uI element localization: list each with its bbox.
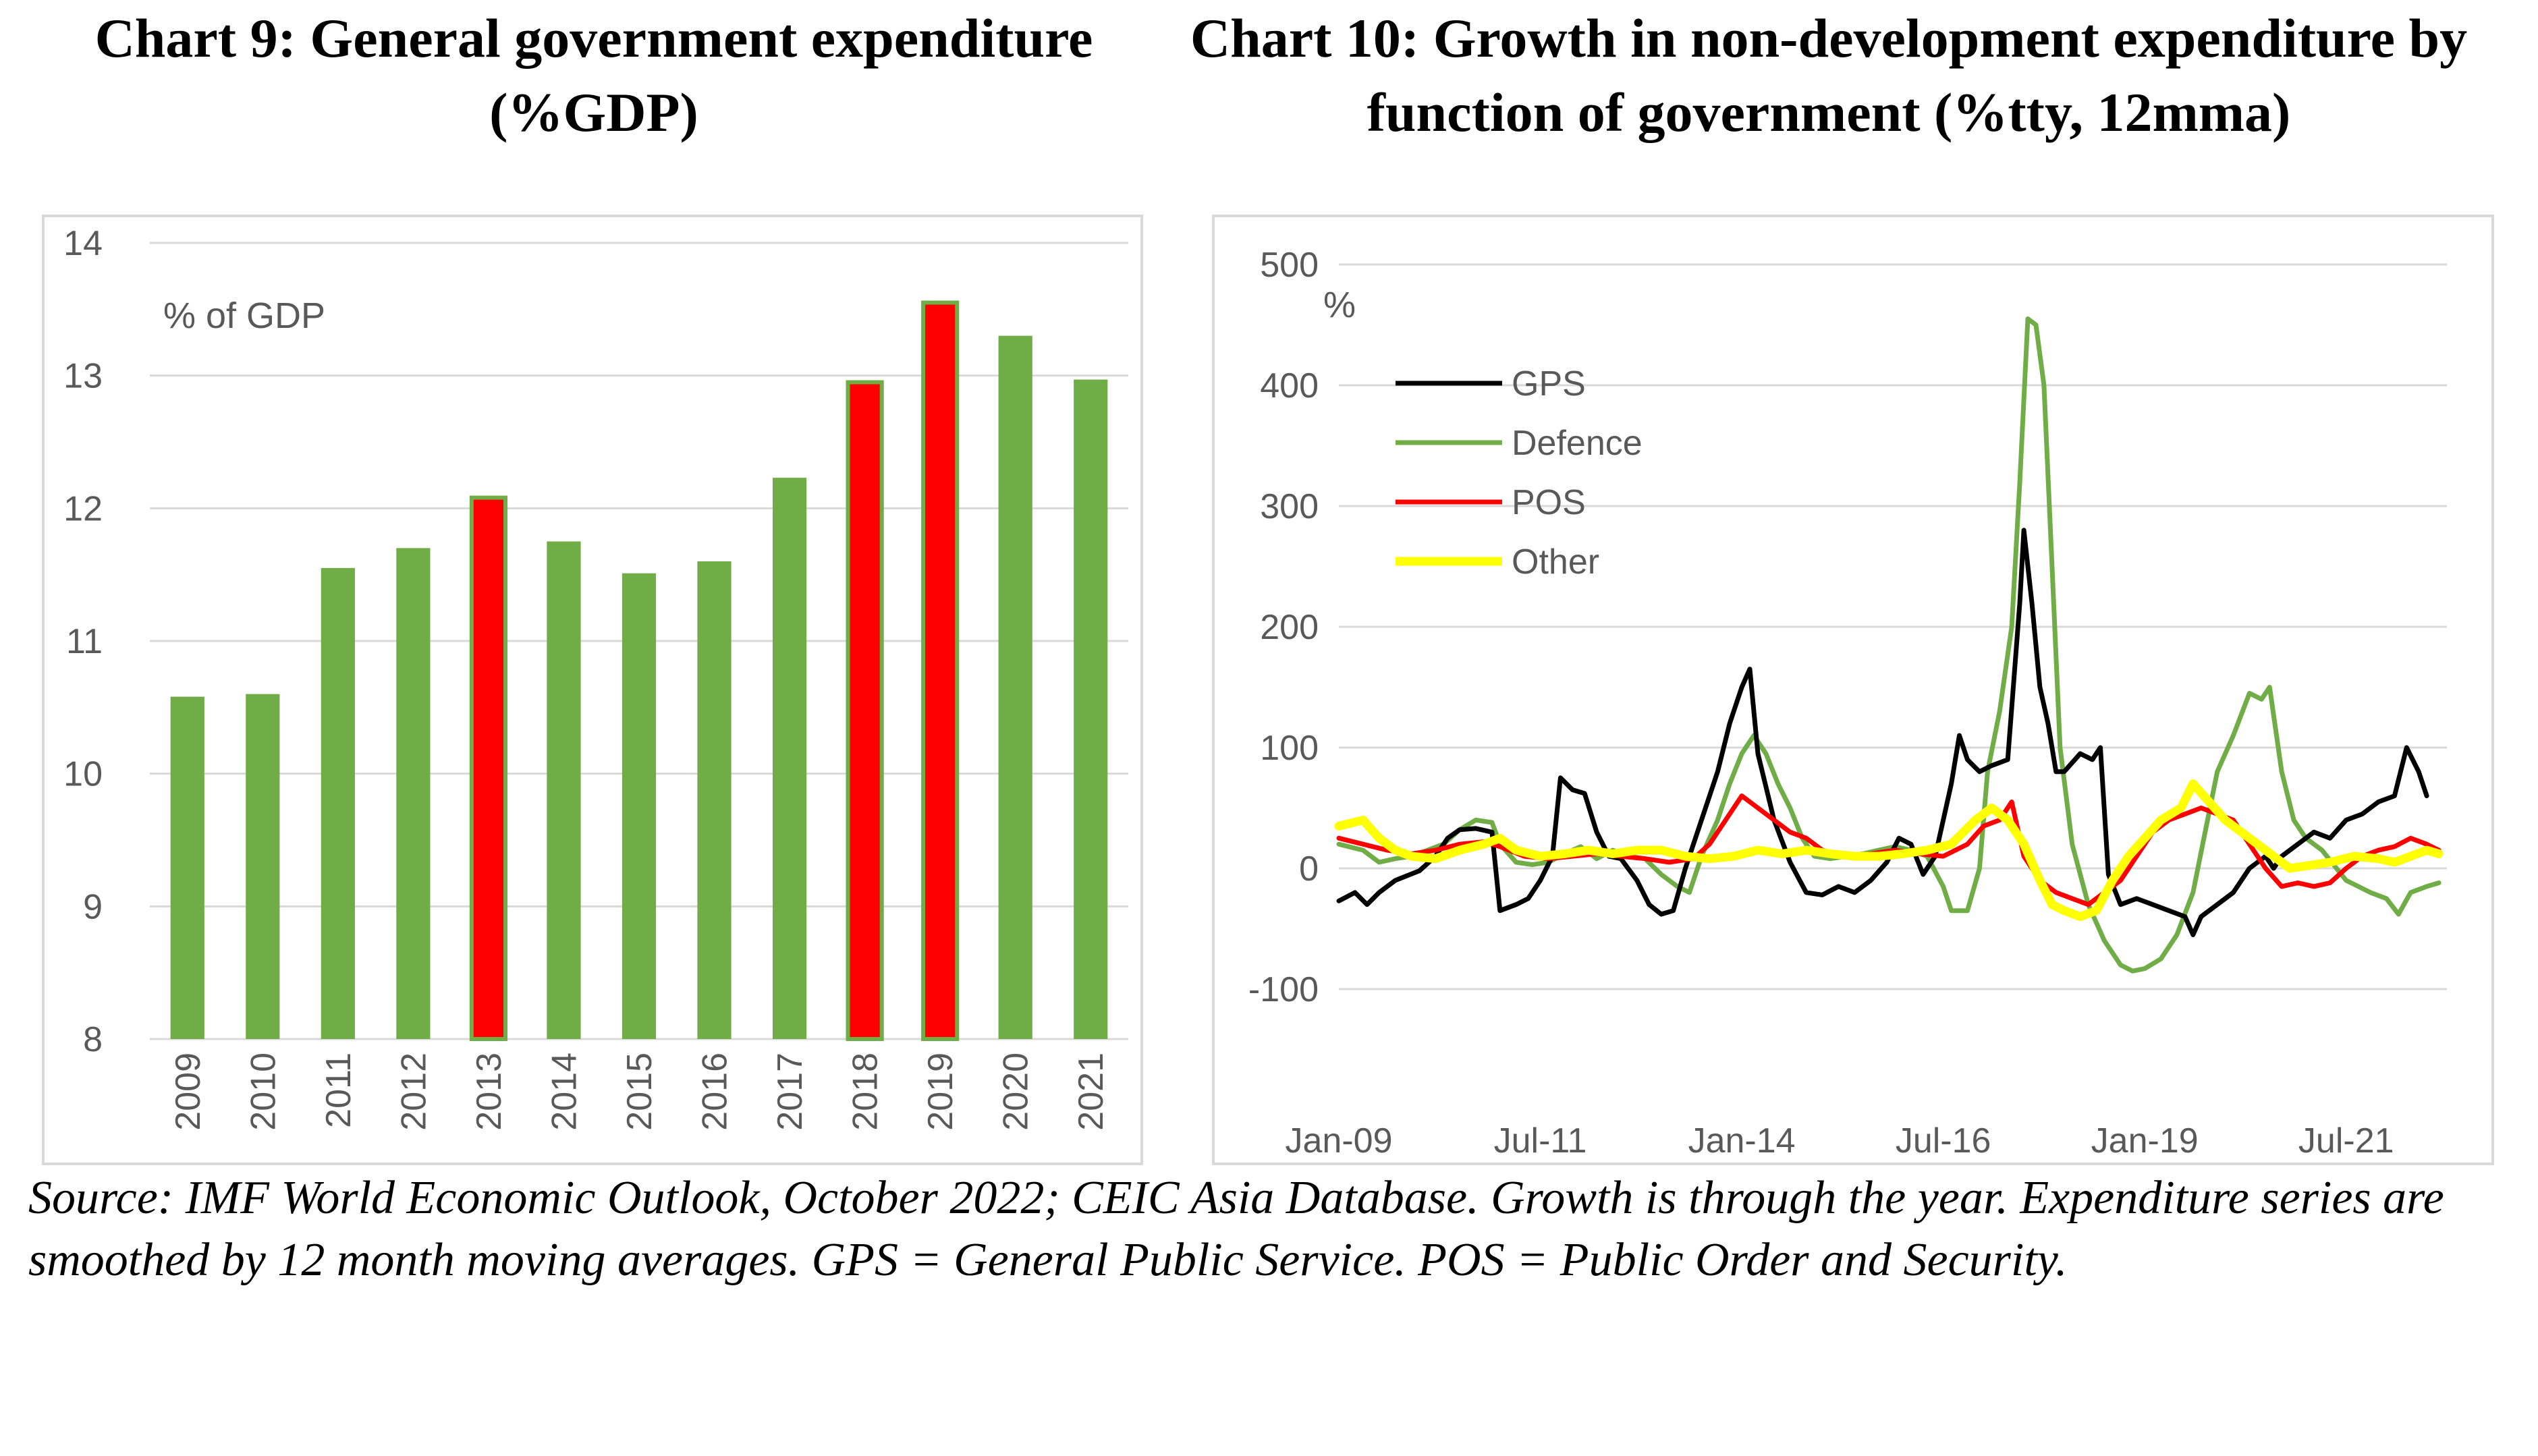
chart9-x-tick: 2015 (620, 1053, 659, 1131)
chart9-x-tick-label: 2013 (470, 1053, 509, 1131)
chart9-x-tick-label: 2019 (921, 1053, 960, 1131)
chart10-y-tick-label: 0 (1299, 849, 1319, 889)
chart10-legend-label-other: Other (1512, 542, 1599, 582)
chart10-x-tick-label: Jul-11 (1494, 1121, 1587, 1160)
chart9-x-tick: 2011 (319, 1053, 358, 1128)
chart9-x-tick-label: 2012 (394, 1053, 433, 1131)
chart9-bar-chart: 8 9 10 11 12 13 14 2009 2010 2011 2012 2013 2014 201… (42, 215, 1143, 1165)
chart10-x-axis-labels: Jan-09 Jul-11 Jan-14 Jul-16 Jan-19 Jul-21 (1286, 1121, 2394, 1160)
chart10-y-tick-label: 200 (1260, 608, 1319, 647)
chart9-x-axis-labels: 2009 2010 2011 2012 2013 2014 2015 2016 2017 2018… (169, 1053, 1111, 1131)
chart9-x-tick-label: 2009 (169, 1053, 208, 1131)
chart9-x-tick: 2017 (771, 1053, 810, 1131)
chart9-x-tick: 2014 (545, 1053, 584, 1131)
chart9-y-axis-labels: 8 9 10 11 12 13 14 (63, 224, 103, 1059)
chart9-y-tick-label: 12 (63, 489, 103, 528)
chart10-x-tick-label: Jan-09 (1286, 1121, 1393, 1160)
chart9-x-tick: 2016 (696, 1053, 735, 1131)
chart9-x-tick-label: 2011 (319, 1053, 358, 1128)
chart9-bar-2010 (246, 694, 280, 1039)
chart10-legend-label-pos: POS (1512, 483, 1586, 522)
chart9-x-tick-label: 2010 (244, 1053, 283, 1131)
chart9-x-tick-label: 2016 (696, 1053, 735, 1131)
chart10-x-tick-label: Jan-19 (2091, 1121, 2199, 1160)
chart10-frame (1212, 215, 2494, 1165)
chart9-bar-2020 (998, 335, 1032, 1039)
chart9-title: Chart 9: General government expenditure … (94, 7, 1093, 143)
chart10-line-gps (1336, 528, 2429, 937)
chart10-title: Chart 10: Growth in non-development expe… (1190, 7, 2468, 143)
chart9-x-tick: 2021 (1072, 1053, 1111, 1131)
chart9-bar-2013 (469, 495, 508, 1042)
chart10-legend-label-defence: Defence (1512, 424, 1643, 463)
chart9-x-tick: 2013 (470, 1053, 509, 1131)
chart10-line-other (1334, 779, 2444, 922)
chart9-x-tick-label: 2021 (1072, 1053, 1111, 1131)
chart9-bar-2011 (321, 567, 355, 1039)
chart9-bar-2021 (1074, 379, 1108, 1039)
chart10-y-tick-label: 500 (1260, 246, 1319, 285)
chart9-bar-2019 (921, 300, 960, 1041)
chart9-annotation: % of GDP (163, 296, 325, 336)
chart10-gridlines (1339, 263, 2447, 990)
chart9-y-tick-label: 9 (83, 887, 103, 926)
chart9-x-tick: 2018 (846, 1053, 885, 1131)
chart9-bar-2014 (547, 541, 581, 1039)
chart9-x-tick: 2012 (394, 1053, 433, 1131)
chart9-x-tick-label: 2015 (620, 1053, 659, 1131)
chart10-y-tick-label: 400 (1260, 366, 1319, 405)
chart10-series-lines (1334, 316, 2444, 974)
chart9-y-tick-label: 10 (63, 755, 103, 794)
chart9-y-tick-label: 8 (83, 1020, 103, 1059)
chart10-legend-label-gps: GPS (1512, 364, 1586, 403)
chart10-y-axis-labels: -100 0 100 200 300 400 500 (1248, 246, 1319, 1009)
chart10-legend: GPS Defence POS Other (1396, 364, 1643, 582)
chart10-x-tick-label: Jul-21 (2298, 1121, 2394, 1160)
chart9-x-tick: 2010 (244, 1053, 283, 1131)
chart9-bar-2018 (846, 380, 884, 1041)
chart10-y-axis-label: % (1323, 285, 1356, 325)
chart9-bars (170, 300, 1108, 1042)
chart9-x-tick-label: 2014 (545, 1053, 584, 1131)
chart10-y-tick-label: 100 (1260, 729, 1319, 768)
chart9-x-tick: 2009 (169, 1053, 208, 1131)
chart9-x-tick-label: 2018 (846, 1053, 885, 1131)
chart9-y-tick-label: 14 (63, 224, 103, 263)
chart9-x-tick-label: 2017 (771, 1053, 810, 1131)
chart9-bar-2009 (170, 696, 204, 1039)
chart9-x-tick-label: 2020 (997, 1053, 1036, 1131)
source-note: Source: IMF World Economic Outlook, Octo… (28, 1172, 2444, 1286)
chart9-bar-2012 (396, 548, 431, 1039)
chart10-x-tick-label: Jul-16 (1896, 1121, 1991, 1160)
chart9-bar-2017 (772, 478, 807, 1039)
chart9-bar-2015 (622, 573, 657, 1039)
chart9-y-tick-label: 13 (63, 357, 103, 396)
chart10-y-tick-label: 300 (1260, 487, 1319, 526)
chart9-frame (42, 215, 1143, 1165)
chart9-bar-2016 (697, 561, 732, 1039)
chart9-x-tick: 2019 (921, 1053, 960, 1131)
chart10-x-tick-label: Jan-14 (1688, 1121, 1796, 1160)
chart10-y-tick-label: -100 (1248, 970, 1319, 1009)
chart9-x-tick: 2020 (997, 1053, 1036, 1131)
chart9-y-tick-label: 11 (66, 622, 103, 661)
